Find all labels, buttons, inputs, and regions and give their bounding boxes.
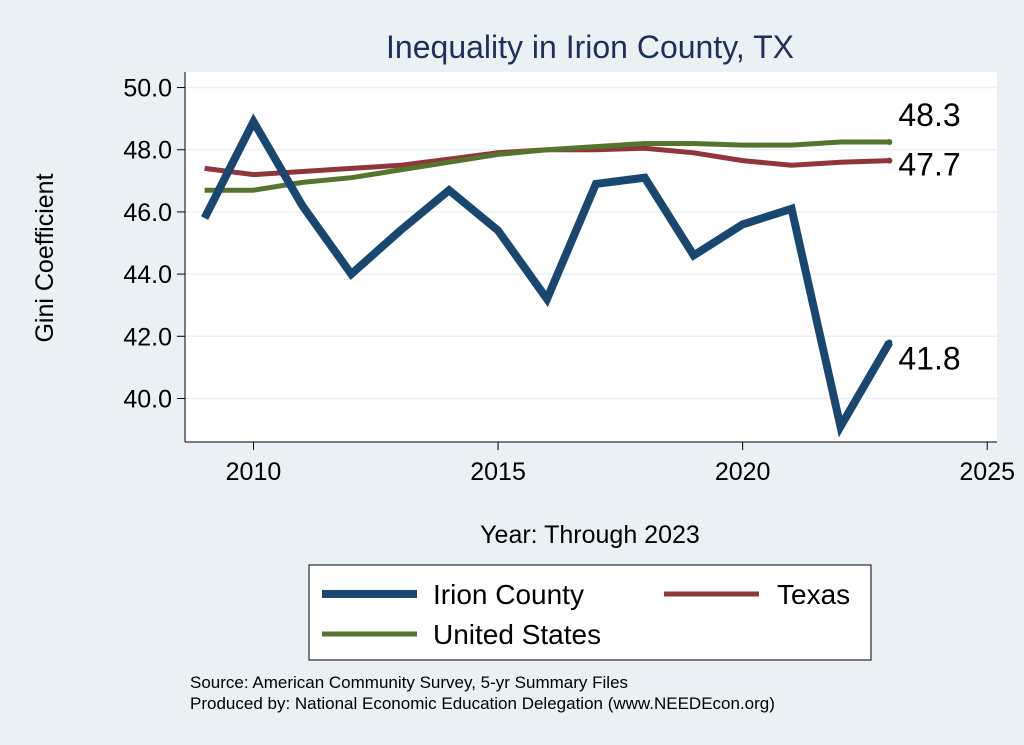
axes: 40.0 42.0 44.0 46.0 48.0 50.0 2010 2015 2020 2025 [123,72,1015,486]
x-tick-label: 2010 [226,458,282,486]
end-labels: 41.8 47.7 48.3 [898,97,960,377]
x-tick-label: 2025 [959,458,1015,486]
y-tick-label: 40.0 [123,385,172,413]
y-axis-label: Gini Coefficient [31,173,59,342]
x-axis-label: Year: Through 2023 [480,521,700,549]
x-tick-label: 2015 [470,458,526,486]
x-tick-label: 2020 [715,458,771,486]
end-label-texas: 47.7 [898,147,960,183]
end-label-united-states: 48.3 [898,97,960,133]
y-tick-label: 50.0 [123,75,172,103]
y-tick-label: 42.0 [123,323,172,351]
series-end-marker-texas [886,157,893,164]
end-label-irion-county: 41.8 [898,341,960,377]
legend: Irion County Texas United States [308,564,872,661]
series-lines [201,113,893,438]
legend-label-texas: Texas [777,579,850,610]
series-line-irion-county [201,113,893,438]
series-line-united-states [204,139,890,193]
plot-area [185,72,997,442]
series-end-marker-irion-county [886,339,893,346]
legend-box [308,564,872,661]
legend-label-united-states: United States [433,619,601,650]
y-tick-label: 44.0 [123,261,172,289]
series-end-marker-united-states [886,138,893,145]
chart-title: Inequality in Irion County, TX [386,29,794,65]
y-tick-label: 48.0 [123,137,172,165]
legend-label-irion-county: Irion County [433,579,584,610]
y-tick-label: 46.0 [123,199,172,227]
source-note: Source: American Community Survey, 5-yr … [190,673,628,692]
produced-by-note: Produced by: National Economic Education… [190,694,775,713]
